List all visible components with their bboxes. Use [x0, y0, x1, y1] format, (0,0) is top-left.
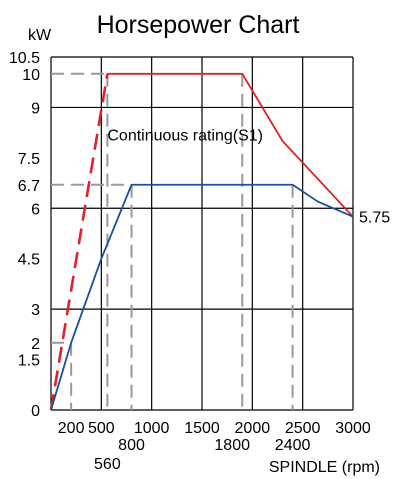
- x-tick-label: 1500: [184, 420, 220, 437]
- x-tick-label: 1000: [134, 420, 170, 437]
- chart-title: Horsepower Chart: [97, 11, 300, 39]
- y-tick-label: 0: [31, 403, 40, 420]
- x-tick-label: 2500: [285, 420, 321, 437]
- series-1-line: [107, 72, 354, 218]
- x-tick-label: 200: [58, 420, 85, 437]
- y-tick-label: 1.5: [18, 353, 40, 370]
- x-tick-label: 1800: [214, 437, 250, 454]
- y-tick-label: 7.5: [18, 151, 40, 168]
- y-tick-label: 10: [22, 67, 40, 84]
- y-tick-label: 3: [31, 302, 40, 319]
- x-tick-labels: 200 500 1000 1500 2000 2500 3000 800 1800 2400 560: [58, 420, 371, 473]
- x-tick-label: 560: [94, 456, 121, 473]
- annotation-label: 5.75: [359, 210, 390, 227]
- y-tick-label: 2: [31, 336, 40, 353]
- x-tick-label: 2400: [275, 437, 311, 454]
- grid: [50, 56, 354, 411]
- x-tick-label: 800: [118, 437, 145, 454]
- annotation-label: Continuous rating(S1): [107, 127, 263, 144]
- y-tick-label: 9: [31, 100, 40, 117]
- y-tick-label: 10.5: [9, 50, 40, 67]
- y-tick-label: 6: [31, 201, 40, 218]
- series-lines: [49, 72, 354, 411]
- x-tick-label: 3000: [335, 420, 371, 437]
- y-axis-unit: kW: [28, 27, 52, 44]
- x-tick-label: 500: [88, 420, 115, 437]
- series-1-dashed-line: [49, 73, 109, 411]
- annotations: Continuous rating(S1) 5.75: [107, 127, 390, 226]
- y-tick-label: 4.5: [18, 252, 40, 269]
- series-2-line: [50, 183, 354, 411]
- y-tick-label: 6.7: [18, 178, 40, 195]
- x-axis-label: SPINDLE (rpm): [269, 459, 380, 476]
- guide-lines: [51, 72, 294, 410]
- x-tick-label: 2000: [235, 420, 271, 437]
